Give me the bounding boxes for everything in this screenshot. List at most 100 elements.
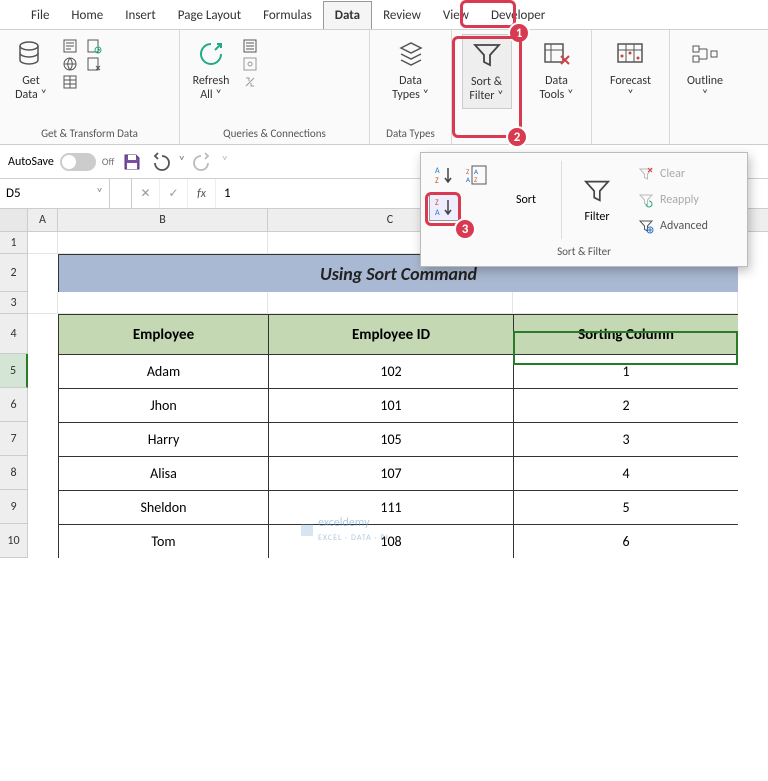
table-header[interactable]: Employee [58,314,268,354]
cancel-formula-icon[interactable]: ✕ [132,179,160,208]
clear-button[interactable]: Clear [632,161,714,187]
tab-insert[interactable]: Insert [114,2,167,29]
get-transform-mini [60,34,80,94]
cell[interactable] [28,254,58,292]
enter-formula-icon[interactable]: ✓ [160,179,188,208]
sort-az-icon: AZ [433,164,455,186]
cell[interactable] [28,292,58,314]
existing-conn-icon[interactable] [86,56,102,72]
properties-icon[interactable] [242,56,258,72]
undo-icon[interactable] [150,152,170,172]
table-cell[interactable]: Sheldon [58,490,268,524]
row-header-3[interactable]: 3 [0,292,28,314]
tab-review[interactable]: Review [372,2,432,29]
name-box[interactable]: D5 ˅ [0,179,110,208]
redo-icon[interactable] [193,152,213,172]
forecast-button[interactable]: Forecast˅ [604,34,657,107]
tab-home[interactable]: Home [60,2,114,29]
cell[interactable] [28,422,58,456]
from-text-icon[interactable] [62,38,78,54]
row-header-2[interactable]: 2 [0,254,28,292]
row-header-7[interactable]: 7 [0,422,28,456]
dropdown-group-label: Sort & Filter [429,245,739,258]
tab-file[interactable]: File [20,2,60,29]
sort-big-label: Sort [516,193,536,207]
table-cell[interactable]: Adam [58,354,268,388]
row-header-6[interactable]: 6 [0,388,28,422]
cell[interactable] [58,292,268,314]
cell[interactable] [513,292,738,314]
sort-filter-button[interactable]: Sort & Filter ˅ [462,34,512,109]
table-cell[interactable]: 1 [513,354,738,388]
cell[interactable] [28,388,58,422]
cell[interactable] [28,490,58,524]
cell[interactable] [28,524,58,558]
queries-list-icon[interactable] [242,38,258,54]
undo-dropdown[interactable]: ˅ [178,154,185,169]
refresh-all-button[interactable]: Refresh All ˅ [186,34,236,107]
save-icon[interactable] [122,152,142,172]
col-header-b[interactable]: B [58,209,268,231]
cell[interactable] [28,456,58,490]
table-cell[interactable]: 107 [268,456,513,490]
row-header-4[interactable]: 4 [0,314,28,354]
outline-button[interactable]: Outline˅ [680,34,730,107]
table-cell[interactable]: 101 [268,388,513,422]
tab-data[interactable]: Data [323,1,372,29]
group-forecast-label [598,125,663,142]
sort-asc-button[interactable]: AZ [429,161,459,189]
table-cell[interactable]: 4 [513,456,738,490]
recent-sources-icon[interactable] [86,38,102,54]
table-cell[interactable]: 6 [513,524,738,558]
table-cell[interactable]: 105 [268,422,513,456]
table-cell[interactable]: 2 [513,388,738,422]
col-header-a[interactable]: A [28,209,58,231]
table-header[interactable]: Employee ID [268,314,513,354]
row-header-5[interactable]: 5 [0,354,28,388]
from-web-icon[interactable] [62,56,78,72]
tab-page-layout[interactable]: Page Layout [167,2,252,29]
table-cell[interactable]: Harry [58,422,268,456]
row-header-8[interactable]: 8 [0,456,28,490]
table-cell[interactable]: 102 [268,354,513,388]
tab-view[interactable]: View [432,2,480,29]
from-table-icon[interactable] [62,74,78,90]
table-cell[interactable]: Tom [58,524,268,558]
tab-formulas[interactable]: Formulas [252,2,323,29]
sort-desc-button[interactable]: ZA [429,193,459,221]
group-data-tools-label [528,125,585,142]
outline-icon [689,38,721,70]
cell[interactable] [28,314,58,354]
refresh-icon [195,38,227,70]
cell[interactable] [28,354,58,388]
reapply-button[interactable]: Reapply [632,187,714,213]
autosave-pill-icon [60,153,96,171]
filter-big-button[interactable]: Filter [570,161,624,239]
group-data-types-label: Data Types [376,125,445,142]
table-cell[interactable]: 5 [513,490,738,524]
table-cell[interactable]: Alisa [58,456,268,490]
sort-big-button[interactable]: Sort [499,161,553,239]
row-header-10[interactable]: 10 [0,524,28,558]
cell[interactable] [28,232,58,254]
row-header-1[interactable]: 1 [0,232,28,254]
cell[interactable] [268,292,513,314]
cell[interactable] [58,232,268,254]
redo-dropdown[interactable]: ˅ [221,154,228,169]
fx-icon[interactable]: fx [188,179,216,208]
edit-links-icon[interactable] [242,74,258,90]
select-all-corner[interactable] [0,209,28,231]
data-tools-button[interactable]: Data Tools ˅ [532,34,582,107]
autosave-toggle[interactable]: AutoSave Off [8,153,114,171]
table-cell[interactable]: Jhon [58,388,268,422]
badge-2: 2 [506,126,528,148]
data-types-button[interactable]: Data Types ˅ [386,34,436,107]
svg-text:A: A [435,208,440,218]
table-header[interactable]: Sorting Column [513,314,738,354]
get-data-button[interactable]: Get Data ˅ [6,34,56,107]
advanced-button[interactable]: Advanced [632,213,714,239]
table-cell[interactable]: 3 [513,422,738,456]
svg-text:Z: Z [435,176,439,186]
row-header-9[interactable]: 9 [0,490,28,524]
sort-custom-button[interactable]: AZZA [461,161,491,189]
